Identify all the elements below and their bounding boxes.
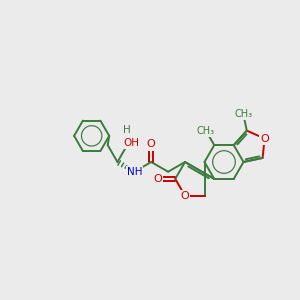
Text: NH: NH [127, 167, 142, 177]
Text: O: O [181, 191, 189, 201]
Text: H: H [123, 125, 131, 136]
Text: O: O [260, 134, 269, 144]
Text: O: O [147, 140, 156, 149]
Text: O: O [153, 174, 162, 184]
Text: CH₃: CH₃ [234, 110, 252, 119]
Text: CH₃: CH₃ [197, 126, 215, 136]
Text: OH: OH [123, 138, 139, 148]
